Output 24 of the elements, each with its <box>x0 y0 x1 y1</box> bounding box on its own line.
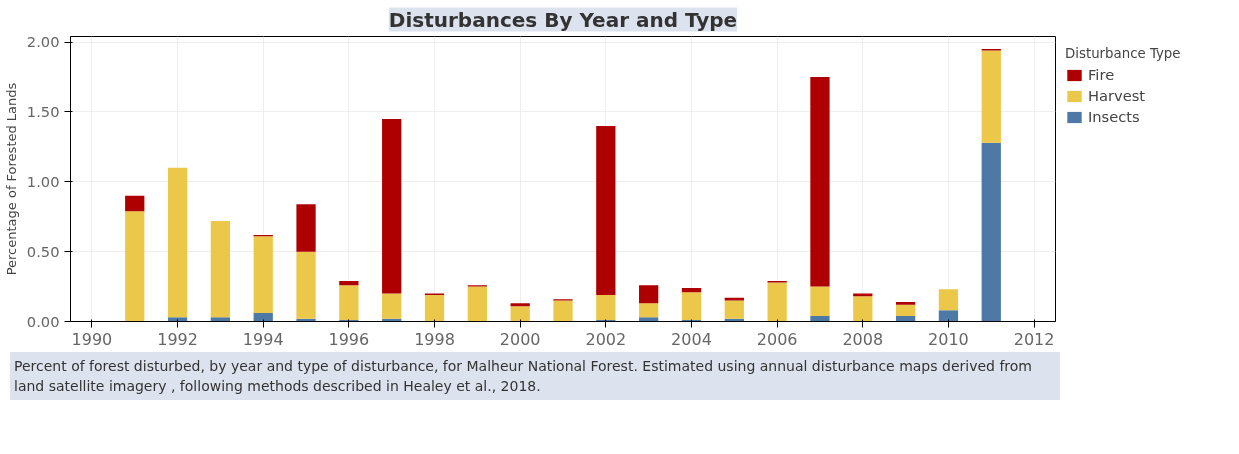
y-tick-label: 0.00 <box>26 312 60 330</box>
legend-label: Harvest <box>1088 87 1146 104</box>
y-tick-label: 1.00 <box>26 172 60 190</box>
y-tick-label: 0.50 <box>26 242 60 260</box>
legend-label: Insects <box>1088 108 1140 125</box>
legend-label: Fire <box>1088 66 1115 83</box>
x-tick-label: 1996 <box>328 329 370 349</box>
x-tick-label: 2004 <box>671 329 712 349</box>
x-tick-label: 2002 <box>585 329 627 349</box>
legend-title: Disturbance Type <box>1065 46 1181 61</box>
x-tick-label: 1992 <box>157 329 198 349</box>
y-tick-label: 2.00 <box>26 33 60 51</box>
x-tick-label: 2006 <box>756 329 798 349</box>
x-tick-label: 1994 <box>242 329 284 349</box>
text: Percent of forest disturbed, by year and type of disturbance, for Malheur National Forest. Estimated using annual disturbance maps derived from land satellite imagery , following methods described in Healey et al., 2018. <box>14 357 1033 396</box>
x-tick-label: 2010 <box>928 329 969 349</box>
x-tick-label: 1990 <box>71 329 113 349</box>
x-tick-label: 1998 <box>414 329 455 349</box>
chart-title: Disturbances By Year and Type <box>388 7 738 32</box>
y-axis-title: Percentage of Forested Lands <box>3 82 19 276</box>
x-tick-label: 2000 <box>499 329 541 349</box>
x-tick-label: 2008 <box>842 329 884 349</box>
x-tick-label: 2012 <box>1013 329 1055 349</box>
y-tick-label: 1.50 <box>26 102 60 120</box>
